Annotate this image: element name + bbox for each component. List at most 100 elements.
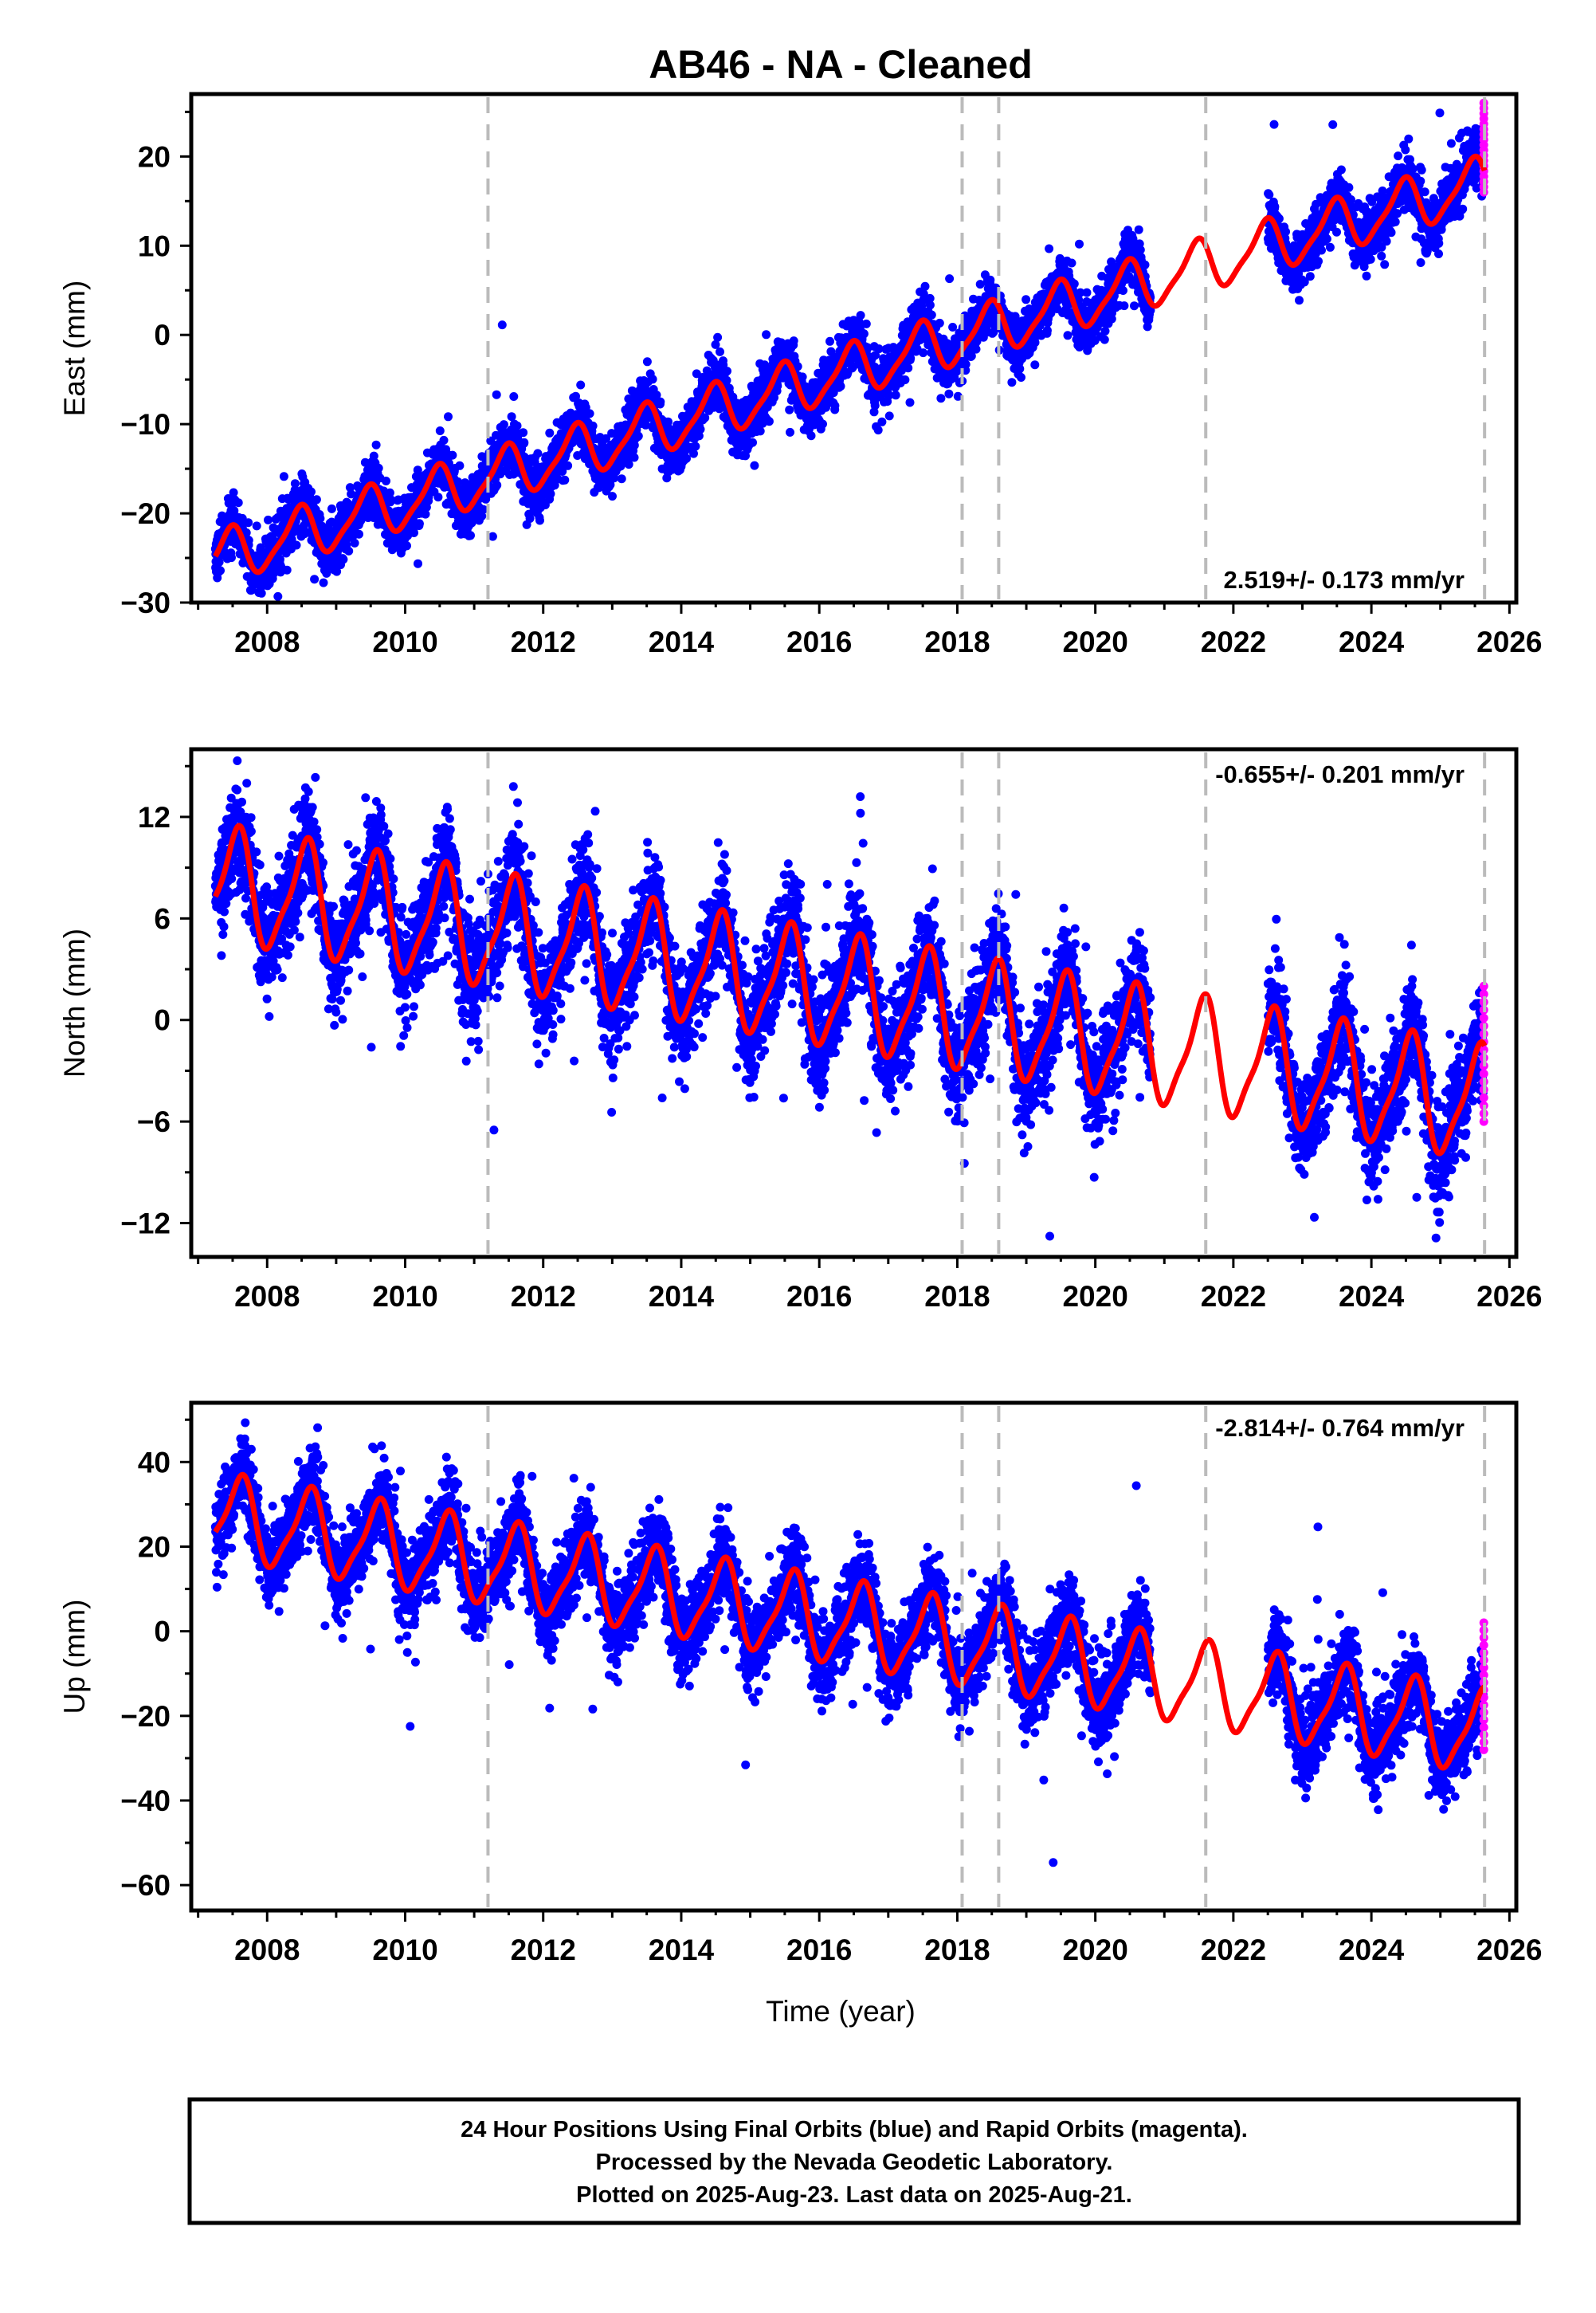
- data-point: [948, 323, 958, 332]
- data-point: [414, 519, 424, 528]
- data-point: [1007, 378, 1017, 387]
- data-point: [316, 514, 325, 523]
- data-point: [525, 514, 535, 523]
- data-point: [696, 425, 705, 434]
- data-point: [545, 428, 555, 438]
- data-point: [227, 553, 236, 563]
- data-point: [1045, 244, 1054, 253]
- data-point: [279, 472, 288, 481]
- data-point: [629, 453, 639, 462]
- data-point: [975, 280, 985, 289]
- data-point: [488, 532, 497, 541]
- data-point: [535, 516, 544, 525]
- data-point: [682, 454, 691, 463]
- data-point: [455, 461, 465, 470]
- data-point: [252, 521, 261, 531]
- data-point: [312, 495, 321, 505]
- data-point: [789, 336, 798, 346]
- data-point: [435, 426, 445, 435]
- data-point: [873, 426, 883, 435]
- data-point: [716, 347, 724, 356]
- data-point: [750, 461, 759, 470]
- data-point: [877, 417, 887, 426]
- data-point: [588, 421, 598, 430]
- data-point: [1120, 301, 1129, 311]
- data-point: [1042, 326, 1052, 335]
- data-point: [818, 419, 827, 429]
- data-point: [374, 463, 383, 473]
- chart-title: AB46 - NA - Cleaned: [649, 42, 1033, 87]
- data-point: [414, 559, 422, 568]
- data-point: [1119, 286, 1127, 295]
- data-point: [448, 450, 457, 460]
- data-point: [936, 394, 946, 403]
- data-point: [927, 310, 936, 320]
- data-point: [563, 461, 573, 470]
- data-point: [444, 412, 453, 422]
- data-point: [344, 546, 354, 556]
- data-point: [870, 401, 880, 410]
- data-point: [925, 300, 935, 310]
- data-point: [859, 329, 869, 339]
- data-point: [806, 431, 816, 441]
- data-point: [371, 440, 381, 450]
- data-point: [241, 528, 251, 537]
- data-point: [1030, 360, 1040, 370]
- data-point: [656, 397, 665, 406]
- data-point: [560, 475, 570, 485]
- data-point: [1269, 120, 1279, 129]
- data-point: [244, 536, 253, 545]
- data-point: [900, 375, 910, 384]
- data-point: [904, 363, 913, 373]
- data-point: [798, 372, 807, 382]
- data-point: [1063, 331, 1072, 340]
- data-point: [327, 504, 336, 513]
- data-point: [1022, 295, 1031, 304]
- data-point: [492, 390, 501, 399]
- data-point: [1069, 279, 1079, 289]
- data-point: [244, 518, 253, 528]
- data-point: [633, 431, 643, 441]
- data-point: [722, 375, 731, 385]
- data-point: [509, 392, 519, 401]
- data-point: [1015, 364, 1025, 374]
- data-point: [307, 487, 316, 497]
- data-point: [836, 382, 845, 391]
- data-point: [884, 411, 894, 421]
- data-point: [786, 427, 794, 437]
- data-point: [723, 367, 731, 376]
- data-point: [830, 401, 840, 410]
- data-point: [856, 311, 865, 320]
- data-point: [216, 566, 225, 575]
- data-point: [499, 420, 508, 430]
- data-point: [233, 498, 243, 508]
- data-point: [439, 435, 449, 445]
- data-point: [433, 493, 443, 502]
- data-point: [382, 477, 390, 485]
- data-point: [410, 528, 418, 537]
- data-point: [713, 332, 723, 342]
- data-point: [497, 320, 507, 330]
- data-point: [1130, 301, 1139, 311]
- data-point: [935, 318, 944, 328]
- data-point: [861, 319, 871, 328]
- data-point: [282, 565, 292, 575]
- data-point: [1100, 335, 1109, 344]
- data-point: [466, 531, 475, 540]
- data-point: [229, 488, 238, 497]
- data-point: [350, 538, 359, 548]
- data-point: [1082, 288, 1092, 297]
- data-point: [585, 409, 594, 418]
- data-point: [785, 405, 794, 414]
- data-point: [961, 359, 971, 369]
- data-point: [748, 438, 757, 447]
- data-point: [273, 591, 283, 601]
- data-point: [355, 529, 363, 539]
- data-point: [292, 540, 301, 550]
- data-point: [512, 421, 522, 430]
- data-point: [319, 578, 328, 587]
- data-point: [1134, 225, 1143, 234]
- data-point: [905, 398, 915, 407]
- data-point: [1067, 258, 1076, 268]
